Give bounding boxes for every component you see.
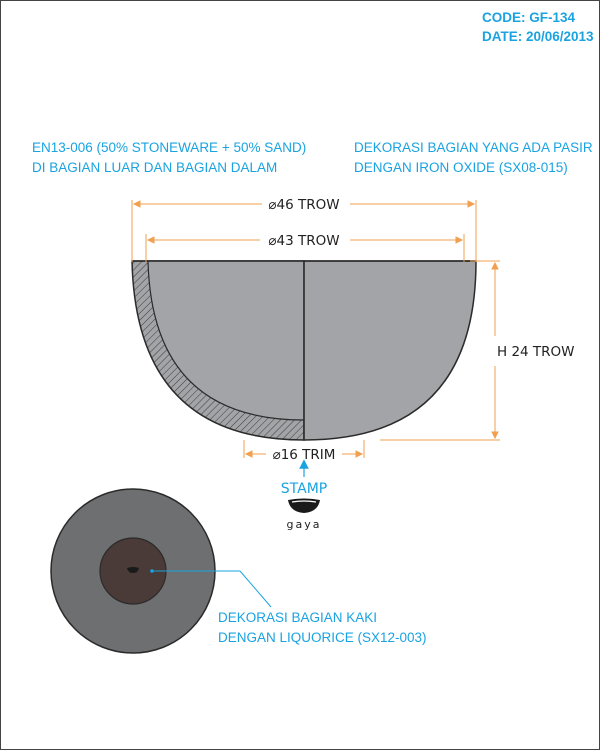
outer-diameter-label: ⌀46 TROW	[268, 197, 339, 213]
drawing-date: DATE: 20/06/2013	[482, 29, 594, 44]
foot-stamp-icon	[127, 567, 139, 573]
inner-diameter-label: ⌀43 TROW	[268, 233, 339, 249]
bowl-exterior-half	[303, 260, 477, 441]
foot-diameter-label: ⌀16 TRIM	[273, 447, 336, 463]
foot-leader-line	[150, 569, 272, 608]
bowl-interior	[147, 260, 305, 421]
stamp-label: STAMP	[281, 481, 327, 497]
drawing-code: CODE: GF-134	[482, 10, 576, 25]
material-note-line2: DI BAGIAN LUAR DAN BAGIAN DALAM	[32, 160, 277, 175]
stamp-logo-text: gaya	[287, 518, 322, 531]
outer-diameter-dimension	[131, 200, 477, 262]
foot-note-line2: DENGAN LIQUORICE (SX12-003)	[218, 630, 427, 645]
gaya-logo-icon	[288, 498, 320, 513]
height-dimension	[380, 260, 500, 441]
bowl-section-view	[131, 260, 477, 441]
inner-diameter-dimension	[145, 234, 465, 262]
foot-diameter-dimension	[243, 440, 365, 458]
height-label: H 24 TROW	[497, 344, 575, 360]
decoration-note-line1: DEKORASI BAGIAN YANG ADA PASIR	[354, 140, 593, 155]
material-note-line1: EN13-006 (50% STONEWARE + 50% SAND)	[32, 140, 306, 155]
foot-note-line1: DEKORASI BAGIAN KAKI	[218, 610, 377, 625]
decoration-note-line2: DENGAN IRON OXIDE (SX08-015)	[354, 160, 568, 175]
